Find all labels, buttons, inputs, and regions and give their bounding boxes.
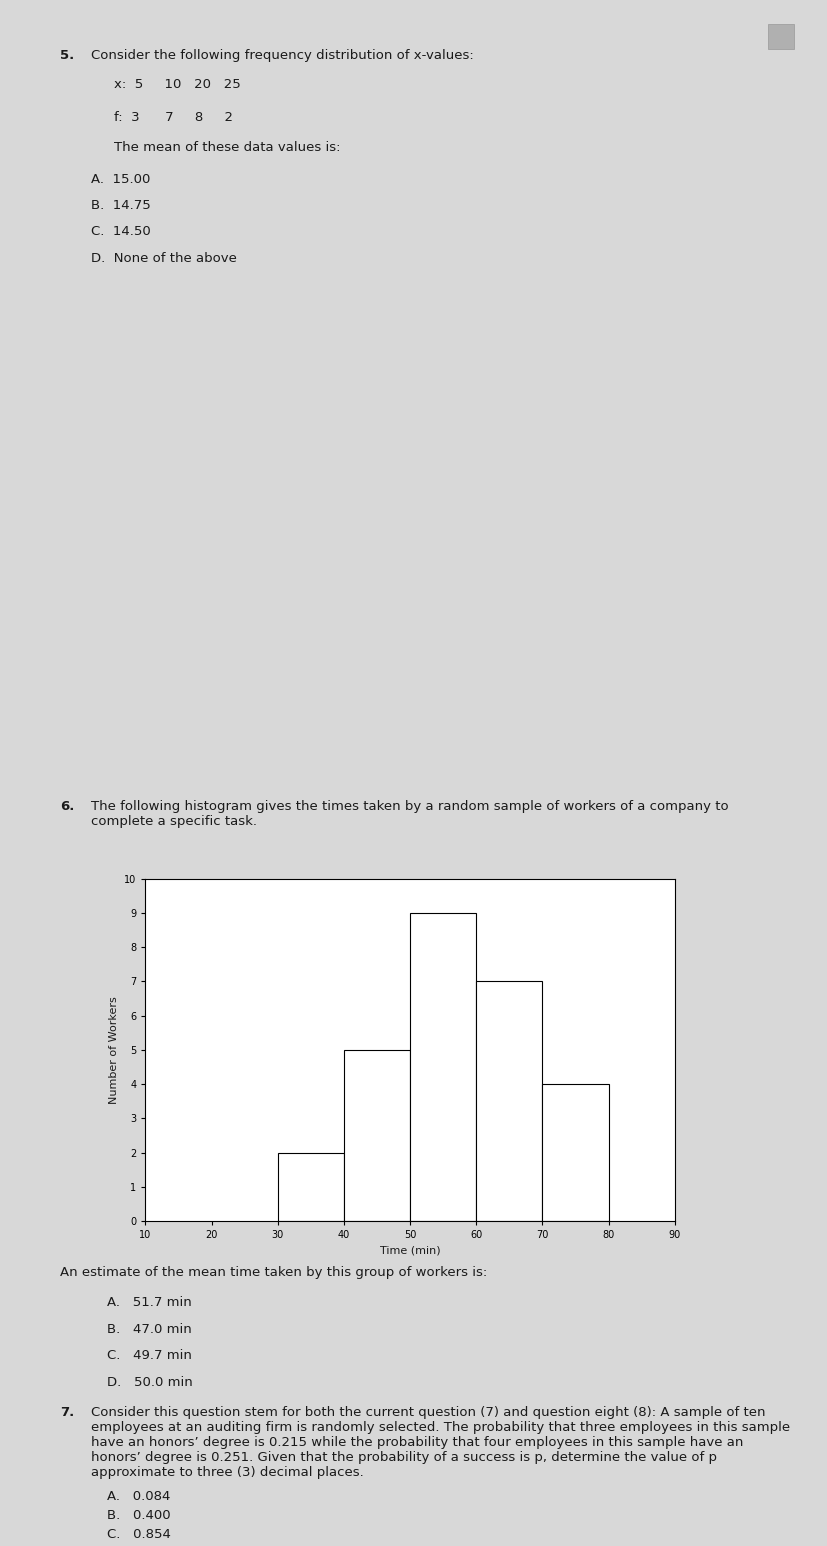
Text: 5.: 5. (60, 49, 74, 62)
Text: A.  15.00: A. 15.00 (91, 173, 151, 186)
Text: B.  14.75: B. 14.75 (91, 199, 151, 212)
Text: A.   51.7 min: A. 51.7 min (107, 1297, 191, 1309)
Bar (343, 1050, 409, 1221)
Text: C.   0.854: C. 0.854 (107, 1527, 170, 1541)
Text: The mean of these data values is:: The mean of these data values is: (114, 141, 341, 153)
Text: 7.: 7. (60, 1405, 74, 1419)
FancyBboxPatch shape (767, 23, 793, 49)
Bar (409, 912, 476, 1221)
Bar (476, 982, 542, 1221)
Text: An estimate of the mean time taken by this group of workers is:: An estimate of the mean time taken by th… (60, 1266, 486, 1280)
Text: C.  14.50: C. 14.50 (91, 226, 151, 238)
X-axis label: Time (min): Time (min) (380, 1246, 440, 1255)
Text: The following histogram gives the times taken by a random sample of workers of a: The following histogram gives the times … (91, 799, 728, 827)
Text: C.   49.7 min: C. 49.7 min (107, 1350, 191, 1362)
Text: Consider the following frequency distribution of x-values:: Consider the following frequency distrib… (91, 49, 473, 62)
Text: x:  5     10   20   25: x: 5 10 20 25 (114, 79, 241, 91)
Text: Consider this question stem for both the current question (7) and question eight: Consider this question stem for both the… (91, 1405, 789, 1478)
Text: 6.: 6. (60, 799, 74, 813)
Text: B.   47.0 min: B. 47.0 min (107, 1323, 191, 1336)
Text: A.   0.084: A. 0.084 (107, 1490, 170, 1503)
Bar (278, 1153, 343, 1221)
Bar (542, 1084, 608, 1221)
Y-axis label: Number of Workers: Number of Workers (108, 996, 118, 1104)
Text: B.   0.400: B. 0.400 (107, 1509, 170, 1521)
Text: D.   50.0 min: D. 50.0 min (107, 1376, 192, 1388)
Text: f:  3      7     8     2: f: 3 7 8 2 (114, 111, 233, 124)
Text: D.  None of the above: D. None of the above (91, 252, 237, 264)
